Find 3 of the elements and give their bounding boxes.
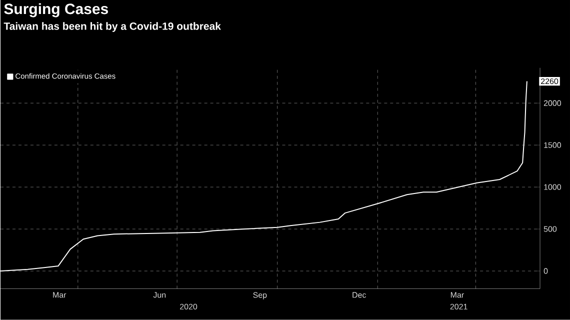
chart-title: Surging Cases [4, 3, 108, 18]
chart-subtitle: Taiwan has been hit by a Covid-19 outbreak [4, 22, 221, 32]
line-series [0, 80, 528, 272]
